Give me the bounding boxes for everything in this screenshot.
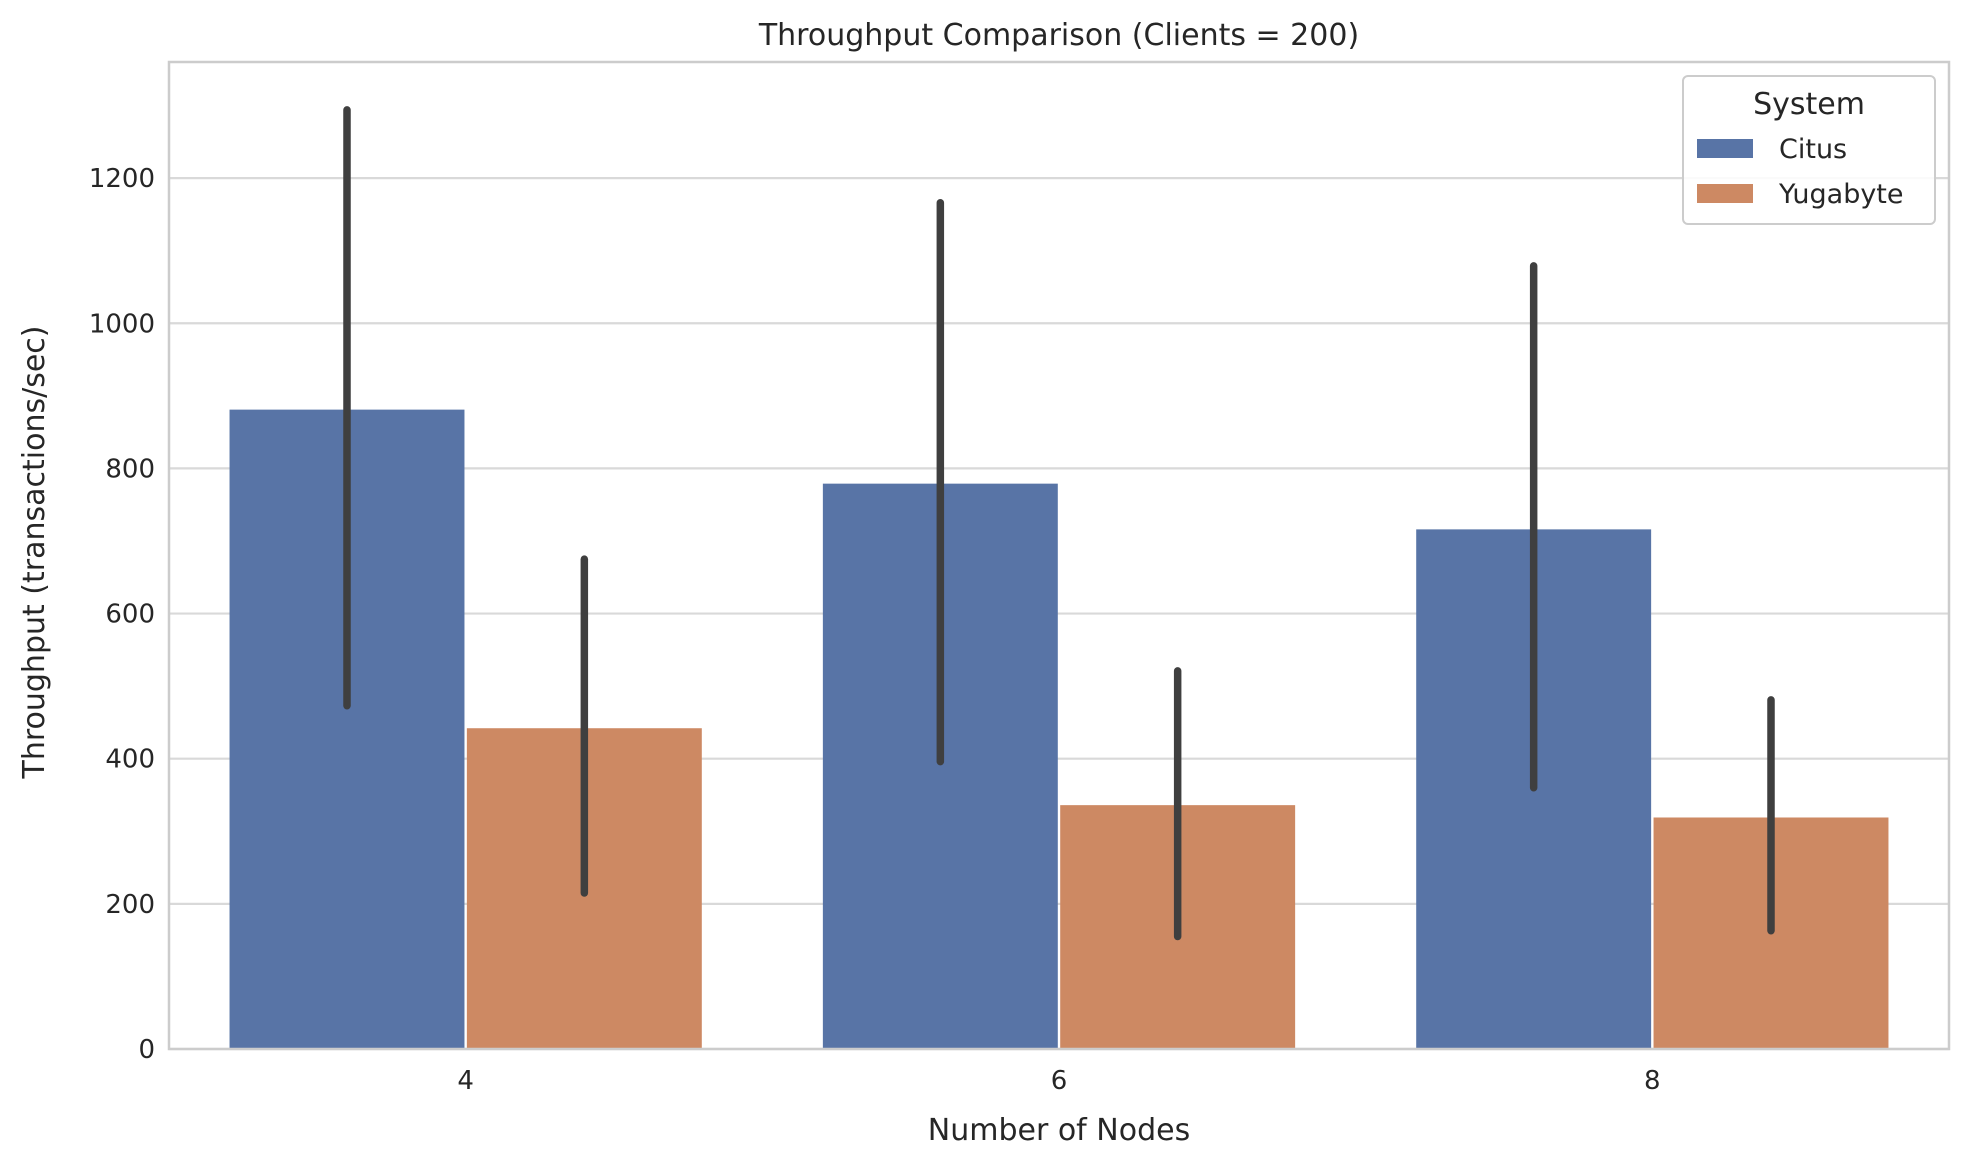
y-tick-label: 200 [105, 890, 155, 920]
y-tick-label: 800 [105, 454, 155, 484]
x-tick-label: 8 [1644, 1066, 1661, 1096]
y-tick-label: 0 [138, 1035, 155, 1065]
y-tick-label: 600 [105, 600, 155, 630]
chart-title: Throughput Comparison (Clients = 200) [758, 18, 1359, 53]
y-axis-label: Throughput (transactions/sec) [17, 326, 52, 780]
gridlines [169, 177, 1949, 1051]
plot-frame [167, 60, 1951, 1051]
legend-title: System [1753, 87, 1865, 122]
legend-swatch-citus [1697, 139, 1753, 158]
y-axis-ticks: 0 200 400 600 800 1000 1200 [89, 164, 155, 1065]
legend-label-citus: Citus [1779, 134, 1847, 165]
legend-label-yugabyte: Yugabyte [1778, 179, 1904, 210]
y-tick-label: 1000 [89, 309, 155, 339]
x-tick-label: 6 [1051, 1066, 1068, 1096]
x-axis-label: Number of Nodes [928, 1113, 1190, 1148]
x-tick-label: 4 [457, 1066, 474, 1096]
x-axis-ticks: 4 6 8 [457, 1066, 1660, 1096]
legend: System Citus Yugabyte [1682, 75, 1936, 225]
y-tick-label: 400 [105, 745, 155, 775]
bars [229, 409, 1889, 1049]
error-bars [343, 106, 1775, 941]
y-tick-label: 1200 [89, 164, 155, 194]
legend-swatch-yugabyte [1697, 184, 1753, 203]
